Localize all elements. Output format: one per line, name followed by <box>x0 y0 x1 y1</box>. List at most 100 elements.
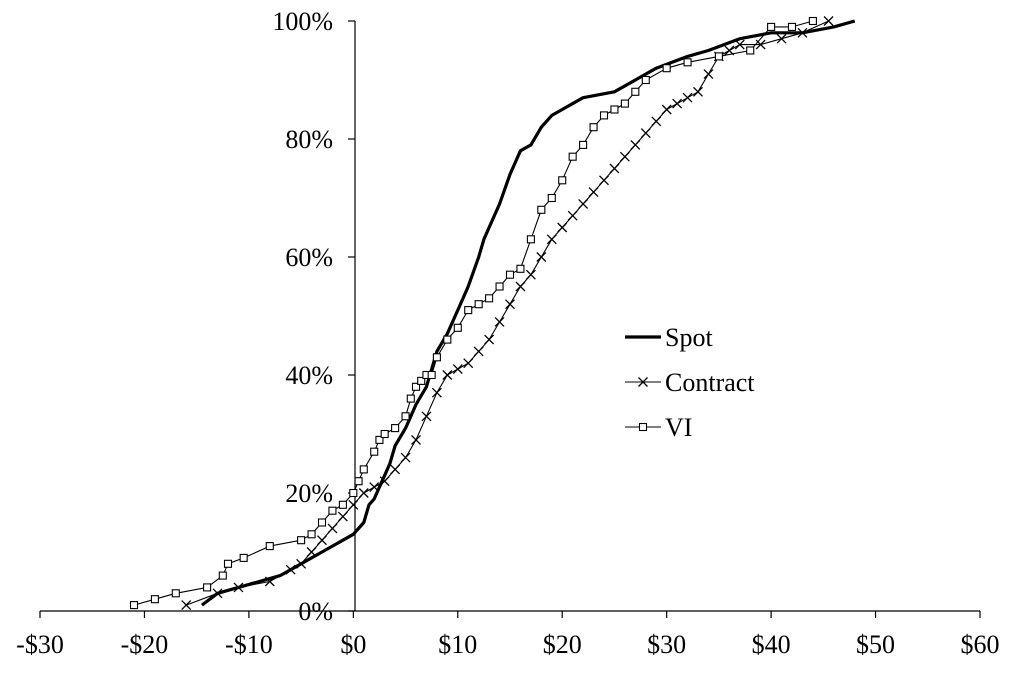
data-point <box>672 98 683 109</box>
legend-item-contract: Contract <box>625 368 755 397</box>
data-point <box>776 33 787 44</box>
data-point <box>589 123 598 132</box>
data-point <box>495 282 504 291</box>
x-tick-label: $30 <box>647 630 686 659</box>
x-tick-label: -$20 <box>121 630 169 659</box>
data-point <box>746 46 755 55</box>
chart-axes <box>39 20 981 618</box>
data-point <box>631 87 640 96</box>
data-point <box>239 553 248 562</box>
data-point <box>547 193 556 203</box>
data-point <box>619 151 630 162</box>
data-point <box>421 411 432 422</box>
legend-item-vi: VI <box>625 413 692 442</box>
data-point <box>452 364 463 375</box>
data-point <box>797 27 808 38</box>
x-tick-label: $60 <box>961 630 1000 659</box>
series-line-spot <box>200 19 856 607</box>
legend-label: VI <box>665 413 692 442</box>
data-point <box>427 370 436 380</box>
data-point <box>515 281 526 292</box>
data-point <box>714 52 723 61</box>
x-tick-label: -$10 <box>225 630 273 659</box>
data-point <box>578 198 589 209</box>
x-tick-label: $0 <box>340 630 366 659</box>
data-point <box>401 412 410 421</box>
data-point <box>661 104 672 115</box>
data-point <box>297 536 306 545</box>
legend-label: Spot <box>665 323 713 352</box>
data-point <box>536 252 547 262</box>
data-point <box>558 176 567 185</box>
x-tick-label: $50 <box>856 630 895 659</box>
data-point <box>638 377 648 387</box>
data-point <box>525 269 536 280</box>
data-point <box>641 75 650 85</box>
data-point <box>808 16 817 26</box>
series-contract <box>181 16 834 611</box>
data-point <box>203 583 212 592</box>
data-point <box>317 535 327 546</box>
data-point <box>265 542 274 551</box>
data-point <box>264 576 275 587</box>
data-point <box>400 452 411 463</box>
data-point <box>579 140 588 149</box>
y-tick-label: 40% <box>285 361 333 390</box>
data-point <box>505 270 515 279</box>
data-point <box>129 601 139 610</box>
data-point <box>442 370 453 380</box>
data-point <box>662 64 671 73</box>
series-vi <box>129 16 817 610</box>
data-point <box>526 235 535 244</box>
series-line-contract <box>186 20 829 606</box>
data-point <box>537 205 546 214</box>
data-point <box>406 394 415 403</box>
data-point <box>568 152 577 161</box>
data-point <box>233 582 244 593</box>
data-point <box>354 477 363 486</box>
data-point <box>453 323 462 332</box>
series-layer <box>129 16 856 611</box>
tick-labels: -$30 -$20 -$10 $0 $10 $20 $30 $40 $50 $60 0% 20% 40%… <box>16 7 999 659</box>
data-point <box>359 465 368 474</box>
data-point <box>181 600 192 611</box>
data-point <box>464 306 473 315</box>
data-point <box>349 488 358 498</box>
data-point <box>370 447 379 456</box>
data-point <box>516 264 525 273</box>
data-point <box>150 595 159 604</box>
data-point <box>599 111 609 120</box>
data-point <box>348 499 359 510</box>
data-point <box>474 300 483 309</box>
data-point <box>823 16 834 26</box>
data-point <box>557 222 568 233</box>
data-point <box>484 334 495 345</box>
data-point <box>358 488 369 498</box>
data-point <box>390 464 401 475</box>
data-point <box>599 175 609 186</box>
data-point <box>223 559 233 568</box>
data-point <box>337 511 348 522</box>
y-tick-label: 80% <box>285 125 333 154</box>
data-point <box>787 22 797 31</box>
data-point <box>212 588 223 599</box>
data-point <box>703 69 714 80</box>
legend-label: Contract <box>665 368 755 397</box>
data-point <box>463 358 474 369</box>
data-point <box>683 58 692 67</box>
legend-item-spot: Spot <box>625 323 713 352</box>
data-point <box>379 476 390 487</box>
x-tick-label: -$30 <box>16 630 64 659</box>
data-point <box>610 105 619 114</box>
data-point <box>734 39 745 50</box>
data-point <box>317 518 327 527</box>
data-point <box>411 434 421 445</box>
data-point <box>411 382 421 391</box>
data-point <box>285 564 296 575</box>
data-point <box>651 116 662 127</box>
data-point <box>505 299 515 310</box>
x-tick-label: $20 <box>543 630 582 659</box>
y-tick-label: 0% <box>298 597 333 626</box>
data-point <box>171 589 180 598</box>
